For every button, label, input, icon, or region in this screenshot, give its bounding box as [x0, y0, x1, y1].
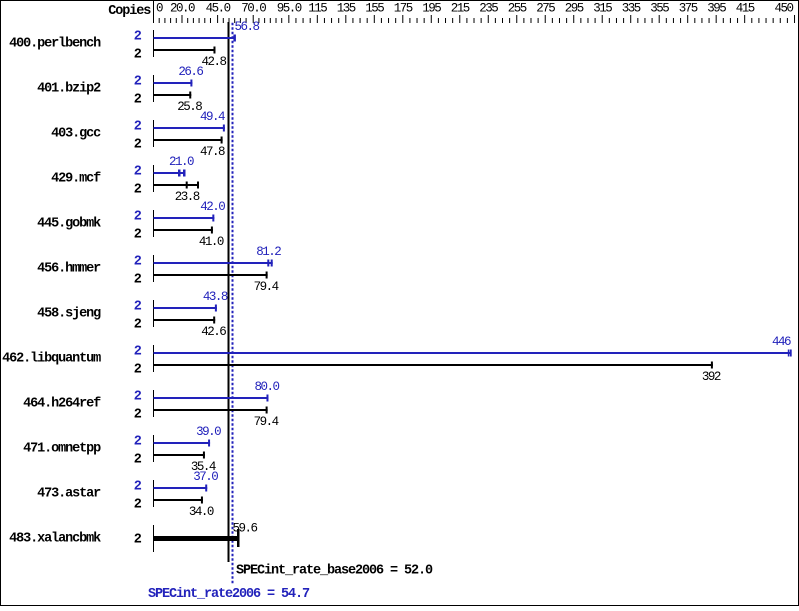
svg-text:2: 2: [134, 318, 142, 333]
svg-text:0: 0: [156, 2, 163, 16]
svg-text:446: 446: [772, 335, 791, 349]
svg-text:21.0: 21.0: [169, 155, 194, 169]
svg-text:275: 275: [536, 2, 555, 16]
svg-text:81.2: 81.2: [256, 245, 281, 259]
svg-text:458.sjeng: 458.sjeng: [37, 307, 101, 322]
svg-text:375: 375: [679, 2, 698, 16]
svg-text:2: 2: [134, 75, 142, 90]
svg-text:392: 392: [702, 370, 721, 384]
svg-text:79.4: 79.4: [254, 280, 279, 294]
svg-text:355: 355: [650, 2, 669, 16]
svg-text:155: 155: [365, 2, 384, 16]
svg-text:2: 2: [134, 498, 142, 513]
svg-text:401.bzip2: 401.bzip2: [37, 82, 101, 97]
svg-text:464.h264ref: 464.h264ref: [23, 397, 101, 412]
svg-text:2: 2: [134, 480, 142, 495]
svg-text:473.astar: 473.astar: [37, 487, 101, 502]
svg-text:462.libquantum: 462.libquantum: [2, 352, 101, 367]
svg-text:56.8: 56.8: [234, 20, 259, 34]
svg-text:2: 2: [134, 363, 142, 378]
svg-text:195: 195: [422, 2, 441, 16]
svg-text:42.0: 42.0: [200, 200, 225, 214]
svg-text:42.6: 42.6: [201, 325, 226, 339]
svg-text:2: 2: [134, 345, 142, 360]
svg-text:2: 2: [134, 273, 142, 288]
svg-text:2: 2: [134, 30, 142, 45]
svg-text:315: 315: [593, 2, 612, 16]
svg-text:2: 2: [134, 93, 142, 108]
svg-text:2: 2: [134, 165, 142, 180]
svg-text:2: 2: [134, 408, 142, 423]
svg-text:2: 2: [134, 183, 142, 198]
svg-text:SPECint_rate_base2006 = 52.0: SPECint_rate_base2006 = 52.0: [236, 564, 433, 579]
svg-text:445.gobmk: 445.gobmk: [37, 217, 101, 232]
svg-text:25.8: 25.8: [177, 100, 202, 114]
svg-text:471.omnetpp: 471.omnetpp: [23, 442, 101, 457]
svg-text:2: 2: [134, 533, 142, 548]
svg-text:215: 215: [451, 2, 470, 16]
svg-text:47.8: 47.8: [200, 145, 225, 159]
svg-text:2: 2: [134, 210, 142, 225]
svg-text:80.0: 80.0: [254, 380, 279, 394]
svg-text:35.4: 35.4: [191, 460, 216, 474]
svg-text:42.8: 42.8: [201, 55, 226, 69]
svg-text:2: 2: [134, 48, 142, 63]
svg-text:SPECint_rate2006 = 54.7: SPECint_rate2006 = 54.7: [148, 587, 310, 602]
svg-text:49.4: 49.4: [200, 110, 225, 124]
svg-text:41.0: 41.0: [199, 235, 224, 249]
svg-text:2: 2: [134, 228, 142, 243]
svg-text:2: 2: [134, 120, 142, 135]
svg-text:175: 175: [394, 2, 413, 16]
svg-text:45.0: 45.0: [206, 2, 231, 16]
svg-text:2: 2: [134, 453, 142, 468]
svg-text:2: 2: [134, 390, 142, 405]
svg-text:235: 235: [479, 2, 498, 16]
svg-text:483.xalancbmk: 483.xalancbmk: [9, 532, 101, 547]
svg-text:135: 135: [337, 2, 356, 16]
svg-text:70.0: 70.0: [241, 2, 266, 16]
svg-text:34.0: 34.0: [189, 505, 214, 519]
svg-text:335: 335: [622, 2, 641, 16]
svg-text:43.8: 43.8: [203, 290, 228, 304]
svg-text:39.0: 39.0: [196, 425, 221, 439]
svg-text:79.4: 79.4: [254, 415, 279, 429]
svg-text:Copies: Copies: [108, 4, 151, 19]
svg-text:395: 395: [707, 2, 726, 16]
svg-text:115: 115: [308, 2, 327, 16]
svg-text:456.hmmer: 456.hmmer: [37, 262, 101, 277]
svg-text:26.6: 26.6: [178, 65, 203, 79]
svg-text:59.6: 59.6: [232, 522, 257, 536]
svg-text:2: 2: [134, 138, 142, 153]
svg-text:37.0: 37.0: [193, 470, 218, 484]
svg-text:403.gcc: 403.gcc: [51, 127, 101, 142]
svg-text:295: 295: [565, 2, 584, 16]
svg-text:95.0: 95.0: [277, 2, 302, 16]
svg-text:2: 2: [134, 300, 142, 315]
svg-text:429.mcf: 429.mcf: [51, 172, 101, 187]
svg-text:2: 2: [134, 255, 142, 270]
svg-text:450: 450: [774, 2, 793, 16]
svg-text:255: 255: [508, 2, 527, 16]
svg-text:20.0: 20.0: [170, 2, 195, 16]
svg-text:23.8: 23.8: [175, 190, 200, 204]
svg-text:400.perlbench: 400.perlbench: [9, 37, 101, 52]
svg-text:415: 415: [736, 2, 755, 16]
svg-text:2: 2: [134, 435, 142, 450]
